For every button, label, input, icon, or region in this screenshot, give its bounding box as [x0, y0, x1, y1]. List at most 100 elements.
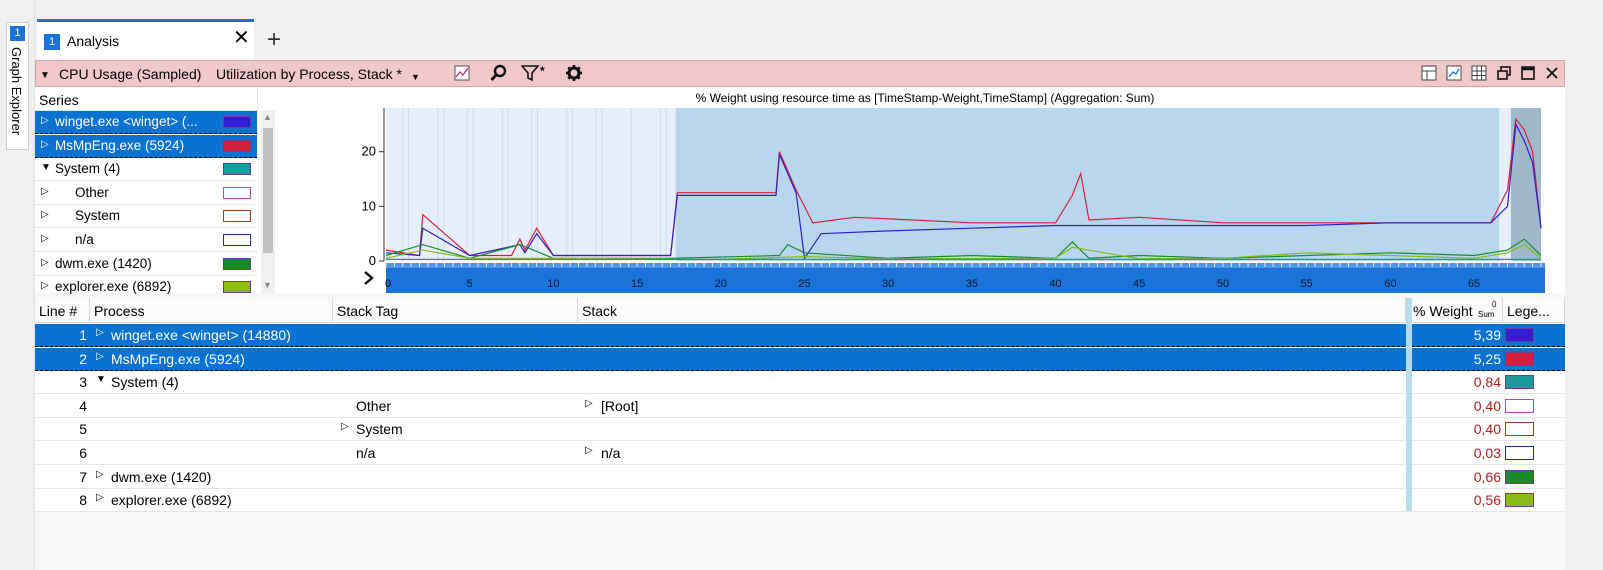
legend-swatch[interactable] — [1505, 493, 1534, 508]
legend-swatch[interactable] — [223, 257, 251, 270]
expand-icon[interactable]: ▷ — [41, 280, 49, 292]
series-item[interactable]: ▷ explorer.exe (6892) — [35, 276, 257, 300]
expand-icon[interactable]: ▷ — [585, 445, 593, 456]
column-splitter[interactable] — [1406, 298, 1412, 511]
collapse-icon[interactable]: ▼ — [41, 162, 51, 174]
expand-icon[interactable]: ▷ — [341, 421, 349, 433]
table-row[interactable]: 6 n/a ▷ n/a 0,03 — [35, 442, 1565, 465]
series-item[interactable]: ▼ System (4) — [35, 158, 257, 182]
expand-icon[interactable]: ▷ — [96, 327, 104, 338]
legend-swatch[interactable] — [1505, 351, 1534, 366]
graph-explorer-number: 1 — [10, 26, 25, 41]
expand-icon[interactable]: ▷ — [41, 138, 49, 150]
series-item[interactable]: ▷ dwm.exe (1420) — [35, 253, 257, 276]
display-graph-only-icon[interactable] — [1446, 65, 1462, 86]
expand-icon[interactable]: ▷ — [96, 350, 104, 362]
tab-analysis[interactable]: 1 Analysis ✕ — [37, 19, 254, 59]
display-table-only-icon[interactable] — [1471, 65, 1487, 86]
legend-swatch[interactable] — [223, 281, 251, 294]
table-row[interactable]: 2 ▷ MsMpEng.exe (5924) 5,25 — [35, 347, 1565, 371]
table-row[interactable]: 8 ▷ explorer.exe (6892) 0,56 — [35, 489, 1565, 513]
close-graph-icon[interactable] — [1544, 65, 1560, 86]
series-item-label: Other — [75, 184, 109, 200]
preset-chevron-down-icon[interactable]: ▼ — [411, 72, 420, 82]
series-item[interactable]: ▷ MsMpEng.exe (5924) — [35, 134, 257, 158]
search-icon[interactable] — [490, 64, 508, 87]
col-stack-tag-header[interactable]: Stack Tag — [333, 298, 578, 323]
expand-icon[interactable]: ▷ — [41, 115, 49, 126]
settings-gear-icon[interactable] — [565, 64, 583, 87]
line-number: 7 — [79, 468, 87, 485]
series-scroll-thumb[interactable] — [263, 128, 273, 253]
add-tab-button[interactable]: + — [266, 26, 281, 53]
timeline-expand-icon[interactable] — [364, 271, 374, 285]
x-tick-label: 20 — [715, 278, 727, 290]
legend-swatch[interactable] — [223, 116, 251, 128]
scroll-up-icon[interactable]: ▲ — [263, 112, 272, 122]
col-weight-header[interactable]: % Weight Sum 0 — [1406, 298, 1503, 323]
tab-number: 1 — [44, 34, 60, 50]
legend-swatch[interactable] — [1505, 446, 1534, 460]
series-item[interactable]: ▷ n/a — [35, 229, 257, 252]
expand-icon[interactable]: ▷ — [585, 397, 593, 409]
y-tick-label: 0 — [369, 253, 376, 268]
graph-explorer-tab[interactable]: 1 Graph Explorer — [6, 22, 29, 150]
col-legend-header[interactable]: Lege... — [1503, 298, 1565, 323]
legend-swatch[interactable] — [223, 234, 251, 246]
series-scrollbar[interactable]: ▲ ▼ — [261, 110, 275, 293]
table-row[interactable]: 5 ▷ System 0,40 — [35, 418, 1565, 442]
legend-swatch[interactable] — [223, 163, 251, 176]
y-tick-label: 20 — [362, 144, 376, 159]
col-line-number-header[interactable]: Line # — [35, 298, 90, 323]
expand-icon[interactable]: ▷ — [41, 233, 49, 244]
collapse-icon[interactable]: ▼ — [96, 374, 106, 386]
restore-window-icon[interactable] — [1496, 65, 1512, 86]
filter-icon[interactable]: * — [520, 64, 551, 87]
expand-icon[interactable]: ▷ — [96, 468, 104, 480]
table-row[interactable]: 4 Other ▷ [Root] 0,40 — [35, 395, 1565, 418]
table-row[interactable]: 3 ▼ System (4) 0,84 — [35, 371, 1565, 395]
series-item[interactable]: ▷ System — [35, 205, 257, 229]
process-name: System (4) — [111, 374, 179, 391]
legend-swatch[interactable] — [1505, 398, 1534, 413]
legend-swatch[interactable] — [1505, 422, 1534, 437]
preset-dropdown[interactable]: Utilization by Process, Stack * — [216, 66, 402, 82]
expand-icon[interactable]: ▷ — [41, 209, 49, 221]
legend-swatch[interactable] — [223, 186, 251, 199]
expand-icon[interactable]: ▷ — [96, 492, 104, 504]
x-tick-label: 65 — [1468, 278, 1480, 290]
chart-view-icon[interactable] — [454, 65, 470, 86]
series-item-label: MsMpEng.exe (5924) — [55, 137, 185, 153]
graph-header-bar: ▼ CPU Usage (Sampled) Utilization by Pro… — [35, 60, 1565, 87]
x-tick-label: 25 — [798, 278, 810, 290]
series-item[interactable]: ▷ winget.exe <winget> (... — [35, 111, 257, 134]
legend-swatch[interactable] — [223, 210, 251, 223]
expand-icon[interactable]: ▷ — [41, 185, 49, 197]
scroll-down-icon[interactable]: ▼ — [263, 280, 272, 290]
legend-swatch[interactable] — [1505, 469, 1534, 484]
col-process-header[interactable]: Process — [90, 298, 333, 323]
collapse-graph-icon[interactable]: ▼ — [40, 70, 50, 81]
legend-swatch[interactable] — [1505, 375, 1534, 390]
timeline-ruler — [386, 263, 1545, 268]
stack-tag: Other — [356, 397, 392, 414]
cpu-usage-chart[interactable]: % Weight using resource time as [TimeSta… — [285, 88, 1565, 293]
x-tick-label: 60 — [1384, 278, 1396, 290]
maximize-window-icon[interactable] — [1520, 65, 1536, 86]
expand-icon[interactable]: ▷ — [41, 256, 49, 268]
aggregation-label: Sum — [1478, 310, 1495, 319]
display-table-graph-icon[interactable] — [1421, 65, 1437, 86]
series-item-label: explorer.exe (6892) — [55, 279, 172, 295]
legend-swatch[interactable] — [1505, 328, 1534, 342]
series-item[interactable]: ▷ Other — [35, 182, 257, 205]
legend-swatch[interactable] — [223, 139, 251, 152]
x-tick-label: 55 — [1301, 278, 1313, 290]
table-row[interactable]: 1 ▷ winget.exe <winget> (14880) 5,39 — [35, 324, 1565, 347]
column-header-label: Stack Tag — [337, 303, 399, 319]
table-row[interactable]: 7 ▷ dwm.exe (1420) 0,66 — [35, 466, 1565, 489]
x-tick-label: 10 — [547, 278, 559, 290]
graph-name[interactable]: CPU Usage (Sampled) — [59, 66, 202, 82]
col-stack-header[interactable]: Stack — [578, 298, 1406, 323]
weight-value: 0,84 — [1473, 374, 1501, 391]
tab-close-icon[interactable]: ✕ — [233, 27, 250, 49]
